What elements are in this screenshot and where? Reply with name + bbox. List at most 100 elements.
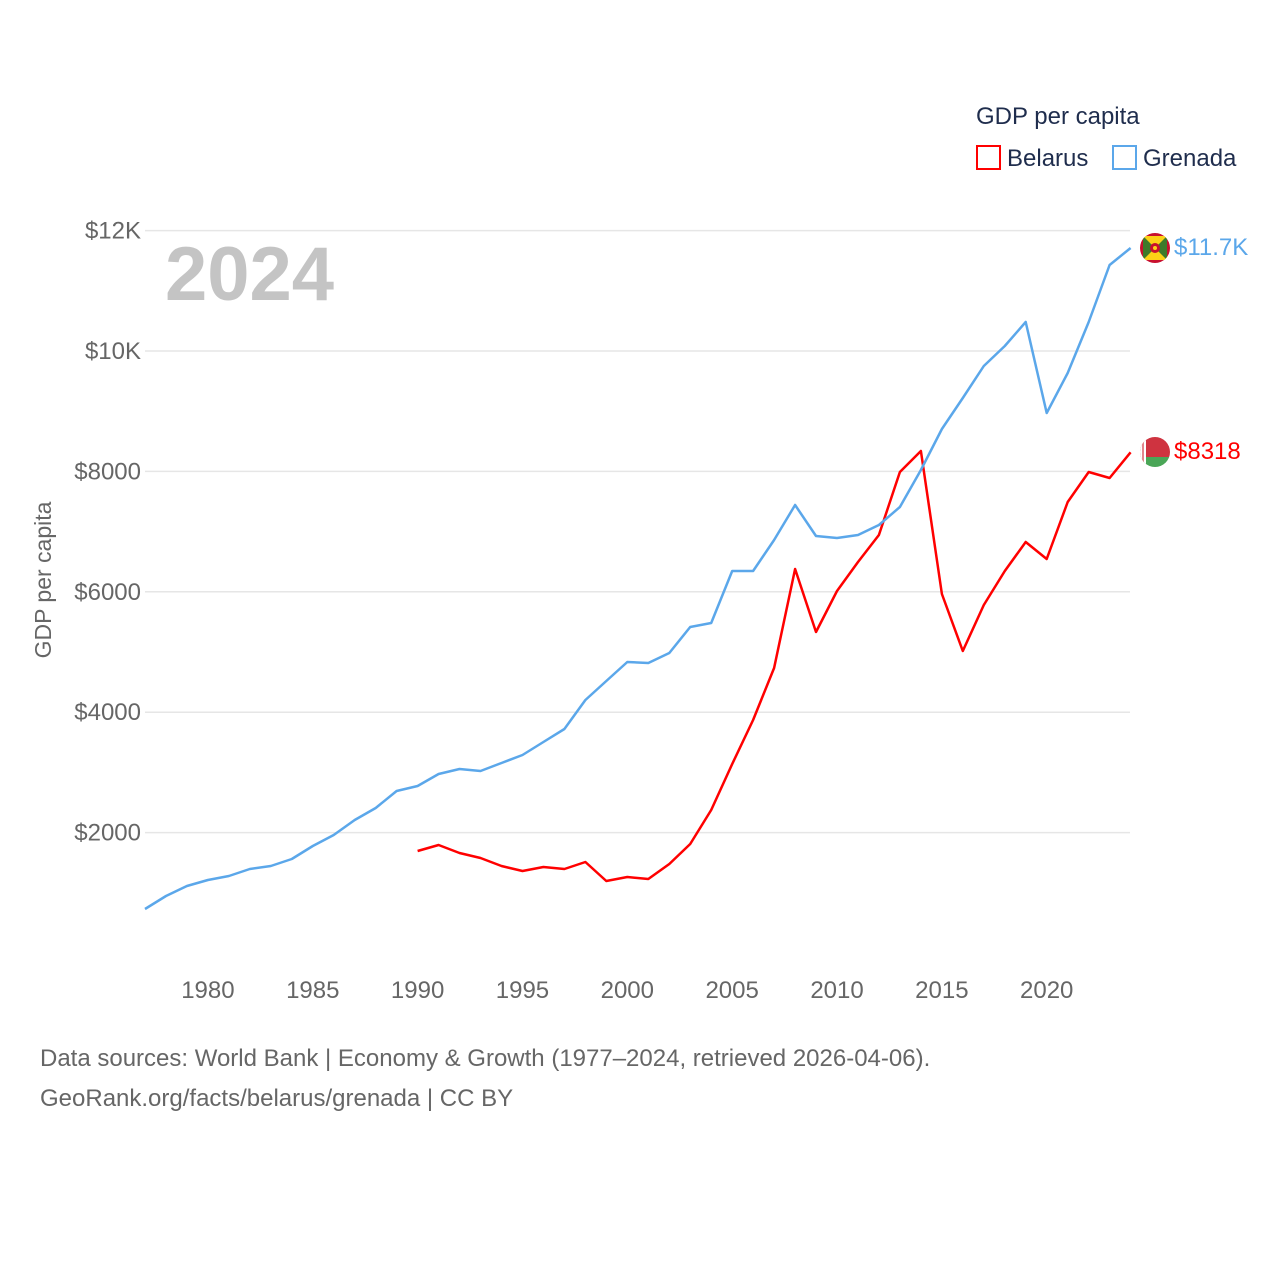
legend-swatch-belarus (976, 145, 1001, 170)
data-point-belarus[interactable] (498, 863, 504, 869)
data-point-belarus[interactable] (561, 866, 567, 872)
y-tick-label: $4000 (74, 699, 141, 726)
data-point-grenada[interactable] (687, 624, 693, 630)
footer-credit[interactable]: GeoRank.org/facts/belarus/grenada | CC B… (40, 1085, 514, 1112)
data-point-grenada[interactable] (855, 532, 861, 538)
data-point-grenada[interactable] (1128, 245, 1134, 251)
data-point-belarus[interactable] (603, 878, 609, 884)
y-tick-label: $12K (85, 218, 141, 245)
data-point-grenada[interactable] (666, 650, 672, 656)
data-point-grenada[interactable] (331, 832, 337, 838)
data-point-grenada[interactable] (142, 906, 148, 912)
data-point-grenada[interactable] (373, 805, 379, 811)
data-point-grenada[interactable] (1086, 319, 1092, 325)
data-point-belarus[interactable] (771, 665, 777, 671)
data-point-belarus[interactable] (960, 648, 966, 654)
x-tick-label: 1995 (496, 977, 549, 1004)
year-watermark: 2024 (165, 232, 334, 317)
data-point-belarus[interactable] (478, 855, 484, 861)
legend-label-belarus[interactable]: Belarus (1007, 145, 1088, 172)
data-point-grenada[interactable] (792, 502, 798, 508)
data-point-grenada[interactable] (918, 467, 924, 473)
grenada-end-label: $11.7K (1174, 234, 1248, 261)
data-point-belarus[interactable] (687, 841, 693, 847)
data-point-belarus[interactable] (834, 588, 840, 594)
data-point-belarus[interactable] (708, 807, 714, 813)
data-point-grenada[interactable] (582, 697, 588, 703)
data-point-grenada[interactable] (247, 866, 253, 872)
data-point-belarus[interactable] (813, 629, 819, 635)
data-point-belarus[interactable] (792, 566, 798, 572)
data-point-grenada[interactable] (939, 426, 945, 432)
data-point-grenada[interactable] (540, 739, 546, 745)
y-tick-label: $2000 (74, 820, 141, 847)
data-point-belarus[interactable] (939, 591, 945, 597)
data-point-belarus[interactable] (1023, 539, 1029, 545)
data-point-belarus[interactable] (540, 864, 546, 870)
data-point-grenada[interactable] (1065, 370, 1071, 376)
data-point-grenada[interactable] (1023, 319, 1029, 325)
y-axis-label: GDP per capita (30, 501, 56, 658)
data-point-belarus[interactable] (624, 874, 630, 880)
data-point-grenada[interactable] (478, 768, 484, 774)
data-point-belarus[interactable] (436, 842, 442, 848)
data-point-grenada[interactable] (708, 620, 714, 626)
data-point-grenada[interactable] (184, 883, 190, 889)
data-point-belarus[interactable] (918, 448, 924, 454)
data-point-grenada[interactable] (960, 395, 966, 401)
data-point-grenada[interactable] (771, 537, 777, 543)
data-point-belarus[interactable] (876, 532, 882, 538)
data-point-belarus[interactable] (582, 859, 588, 865)
data-point-grenada[interactable] (394, 788, 400, 794)
data-point-belarus[interactable] (729, 761, 735, 767)
x-tick-label: 2010 (810, 977, 863, 1004)
data-point-grenada[interactable] (436, 771, 442, 777)
data-point-grenada[interactable] (876, 522, 882, 528)
data-point-belarus[interactable] (1086, 469, 1092, 475)
data-point-belarus[interactable] (981, 602, 987, 608)
data-point-grenada[interactable] (519, 752, 525, 758)
data-point-grenada[interactable] (1044, 410, 1050, 416)
data-point-belarus[interactable] (897, 469, 903, 475)
data-point-belarus[interactable] (750, 717, 756, 723)
data-point-grenada[interactable] (624, 659, 630, 665)
data-point-grenada[interactable] (1107, 262, 1113, 268)
data-point-belarus[interactable] (666, 861, 672, 867)
grenada-flag-icon (1140, 233, 1170, 263)
data-point-belarus[interactable] (855, 559, 861, 565)
legend: GDP per capita Belarus Grenada (976, 103, 1237, 172)
data-point-grenada[interactable] (268, 863, 274, 869)
data-point-grenada[interactable] (498, 760, 504, 766)
data-point-grenada[interactable] (897, 504, 903, 510)
data-point-grenada[interactable] (834, 535, 840, 541)
data-point-grenada[interactable] (750, 568, 756, 574)
data-point-grenada[interactable] (352, 817, 358, 823)
data-point-grenada[interactable] (310, 843, 316, 849)
data-point-grenada[interactable] (205, 877, 211, 883)
data-point-grenada[interactable] (1002, 343, 1008, 349)
data-point-grenada[interactable] (561, 726, 567, 732)
data-point-belarus[interactable] (1065, 499, 1071, 505)
data-point-belarus[interactable] (1107, 475, 1113, 481)
data-point-belarus[interactable] (519, 868, 525, 874)
data-point-grenada[interactable] (645, 660, 651, 666)
data-point-belarus[interactable] (1044, 556, 1050, 562)
data-point-belarus[interactable] (1002, 568, 1008, 574)
data-point-grenada[interactable] (603, 678, 609, 684)
data-point-grenada[interactable] (163, 893, 169, 899)
x-tick-label: 2005 (705, 977, 758, 1004)
data-point-grenada[interactable] (981, 363, 987, 369)
data-point-belarus[interactable] (415, 848, 421, 854)
data-point-grenada[interactable] (226, 873, 232, 879)
data-point-belarus[interactable] (457, 850, 463, 856)
data-point-grenada[interactable] (729, 568, 735, 574)
data-point-grenada[interactable] (813, 533, 819, 539)
data-point-grenada[interactable] (415, 783, 421, 789)
y-tick-label: $10K (85, 338, 141, 365)
legend-label-grenada[interactable]: Grenada (1143, 145, 1237, 172)
data-point-grenada[interactable] (289, 856, 295, 862)
data-point-belarus[interactable] (1128, 449, 1134, 455)
data-point-grenada[interactable] (457, 766, 463, 772)
series-line-grenada (144, 247, 1132, 911)
data-point-belarus[interactable] (645, 876, 651, 882)
